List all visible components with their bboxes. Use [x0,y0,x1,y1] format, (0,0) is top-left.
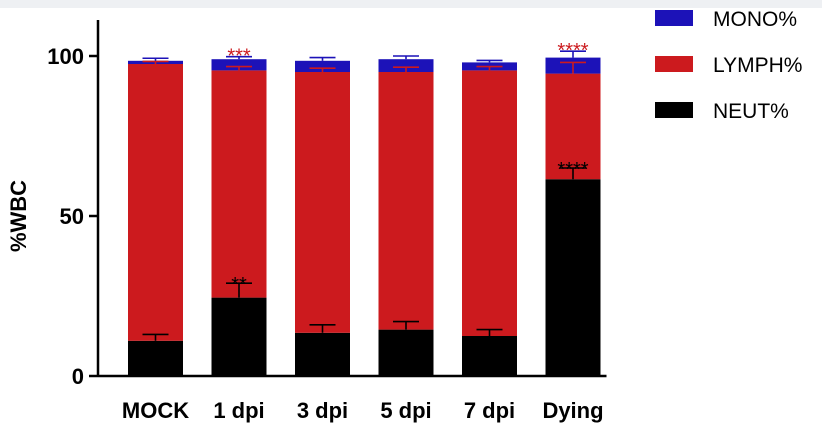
significance-label-2: **** [557,40,588,62]
bar-lymph-1 [211,70,267,298]
bar-lymph-0 [128,64,183,341]
y-tick-label-1: 50 [60,204,84,229]
x-tick-label-0: MOCK [122,398,189,423]
legend-swatch-lymph [655,56,693,72]
x-tick-label-4: 7 dpi [464,398,515,423]
bar-mono-2 [295,60,350,72]
legend-label-neut: NEUT% [713,100,789,123]
x-tick-label-5: Dying [542,398,603,423]
bar-lymph-2 [295,72,350,333]
legend-label-lymph: LYMPH% [713,54,802,77]
bar-neut-5 [545,179,601,376]
bar-neut-0 [128,340,183,376]
legend-swatch-mono [655,10,693,26]
bar-lymph-3 [378,72,434,330]
x-tick-label-1: 1 dpi [213,398,264,423]
significance-label-1: ** [231,274,247,296]
bar-neut-1 [211,297,267,376]
legend-swatch-neut [655,102,693,118]
bar-mono-1 [211,59,267,71]
legend: MONO% LYMPH% NEUT% [655,8,802,123]
bar-neut-2 [295,332,350,376]
bar-lymph-5 [545,73,601,180]
x-tick-label-2: 3 dpi [297,398,348,423]
legend-label-mono: MONO% [713,8,797,31]
bar-mono-3 [378,59,434,72]
y-tick-label-0: 0 [72,364,84,389]
x-tick-label-3: 5 dpi [380,398,431,423]
bar-neut-4 [462,336,517,376]
y-tick-label-2: 100 [47,44,84,69]
significance-label-3: **** [557,159,588,181]
y-axis-title: %WBC [6,180,31,252]
significance-label-0: *** [227,46,251,68]
top-bar [0,0,822,8]
bar-lymph-4 [462,70,517,337]
bar-neut-3 [378,329,434,376]
